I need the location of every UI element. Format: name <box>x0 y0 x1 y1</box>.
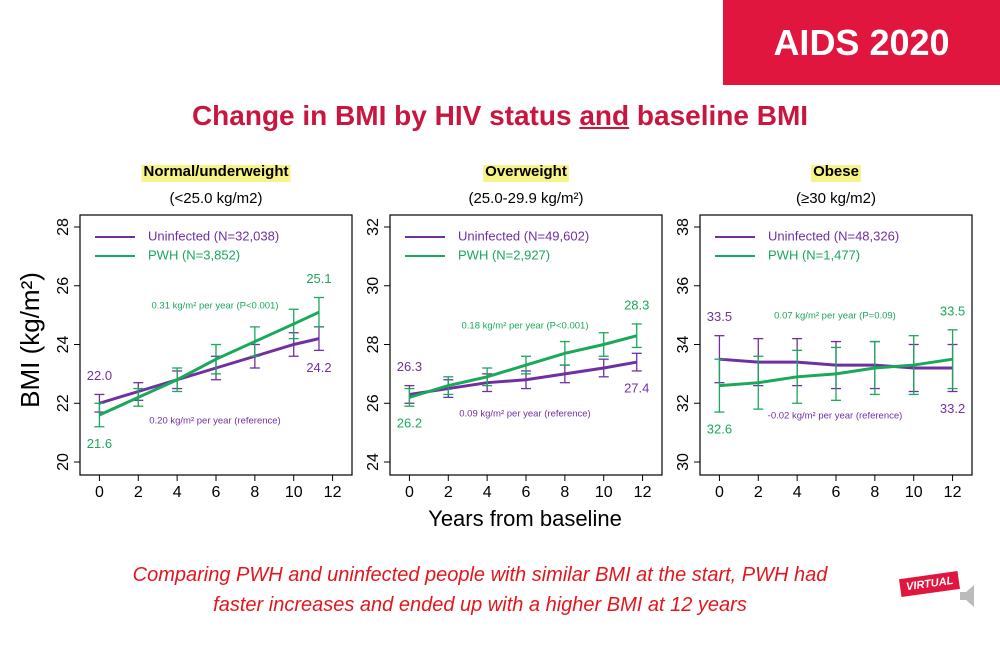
x-tick-label: 10 <box>285 484 303 501</box>
y-tick-label: 30 <box>675 453 692 471</box>
chart-title: Obese <box>813 163 859 180</box>
y-tick-label: 20 <box>55 453 72 471</box>
x-tick-label: 10 <box>595 484 613 501</box>
title-text: Change in BMI by HIV status <box>191 100 572 131</box>
y-tick-label: 34 <box>675 336 692 354</box>
slope-annotation: 0.07 kg/m² per year (P=0.09) <box>774 311 896 322</box>
series-line <box>408 334 638 399</box>
x-tick-label: 12 <box>944 484 962 501</box>
value-label: 21.6 <box>87 436 112 451</box>
x-tick-label: 8 <box>560 484 569 501</box>
slope-annotation: 0.31 kg/m² per year (P<0.001) <box>152 301 279 312</box>
footer-line: faster increases and ended up with a hig… <box>213 594 747 616</box>
value-label: 33.5 <box>707 309 732 324</box>
x-tick-label: 0 <box>405 484 414 501</box>
value-label: 27.4 <box>624 380 649 395</box>
value-label: 28.3 <box>624 297 649 312</box>
y-axis-label: BMI (kg/m²) <box>15 272 45 408</box>
value-label: 25.1 <box>306 271 331 286</box>
legend-label: PWH (N=3,852) <box>148 247 240 262</box>
title-highlight <box>141 164 291 182</box>
series-line <box>719 357 953 388</box>
legend-label: Uninfected (N=48,326) <box>768 228 899 243</box>
x-tick-label: 2 <box>754 484 763 501</box>
y-tick-label: 32 <box>365 218 382 236</box>
y-tick-label: 32 <box>675 394 692 412</box>
value-label: 22.0 <box>87 368 112 383</box>
y-tick-label: 24 <box>55 336 72 354</box>
y-tick-label: 38 <box>675 218 692 236</box>
title-emphasis: and <box>579 100 630 131</box>
chart-subtitle: (25.0-29.9 kg/m²) <box>468 190 583 207</box>
x-tick-label: 6 <box>212 484 221 501</box>
legend-label: PWH (N=1,477) <box>768 247 860 262</box>
speaker-icon <box>960 585 974 607</box>
slope-annotation: 0.20 kg/m² per year (reference) <box>149 416 280 427</box>
x-tick-label: 12 <box>634 484 652 501</box>
x-tick-label: 8 <box>250 484 259 501</box>
x-tick-label: 4 <box>173 484 182 501</box>
chart-subtitle: (<25.0 kg/m2) <box>170 190 263 207</box>
x-tick-label: 12 <box>324 484 342 501</box>
y-tick-label: 26 <box>55 277 72 295</box>
x-tick-label: 2 <box>134 484 143 501</box>
title-highlight <box>483 164 569 182</box>
slope-annotation: -0.02 kg/m² per year (reference) <box>768 411 903 422</box>
x-tick-label: 6 <box>522 484 531 501</box>
y-tick-label: 22 <box>55 394 72 412</box>
conference-badge: AIDS 2020 <box>723 0 1000 85</box>
y-tick-label: 30 <box>365 277 382 295</box>
x-tick-label: 10 <box>905 484 923 501</box>
chart-title: Normal/underweight <box>143 163 288 180</box>
value-label: 24.2 <box>306 360 331 375</box>
x-tick-label: 8 <box>870 484 879 501</box>
y-tick-label: 24 <box>365 453 382 471</box>
x-tick-label: 0 <box>715 484 724 501</box>
legend-label: Uninfected (N=32,038) <box>148 228 279 243</box>
value-label: 32.6 <box>707 422 732 437</box>
slope-annotation: 0.09 kg/m² per year (reference) <box>459 409 590 420</box>
x-tick-label: 2 <box>444 484 453 501</box>
y-tick-label: 36 <box>675 277 692 295</box>
chart-title: Overweight <box>485 163 567 180</box>
series-line <box>98 337 320 405</box>
value-label: 26.2 <box>397 416 422 431</box>
value-label: 33.2 <box>940 401 965 416</box>
x-tick-label: 4 <box>793 484 802 501</box>
x-tick-label: 6 <box>832 484 841 501</box>
footer-line: Comparing PWH and uninfected people with… <box>132 564 828 586</box>
y-tick-label: 26 <box>365 394 382 412</box>
y-tick-label: 28 <box>55 218 72 236</box>
series-line <box>98 310 320 417</box>
legend-label: Uninfected (N=49,602) <box>458 228 589 243</box>
footer-note: Comparing PWH and uninfected people with… <box>0 560 960 620</box>
value-label: 33.5 <box>940 303 965 318</box>
legend-label: PWH (N=2,927) <box>458 247 550 262</box>
title-text: baseline BMI <box>636 100 809 131</box>
chart-subtitle: (≥30 kg/m2) <box>796 190 876 207</box>
x-tick-label: 4 <box>483 484 492 501</box>
title-highlight <box>811 164 861 182</box>
x-tick-label: 0 <box>95 484 104 501</box>
slope-annotation: 0.18 kg/m² per year (P<0.001) <box>462 321 589 332</box>
y-tick-label: 28 <box>365 336 382 354</box>
slide-title: Change in BMI by HIV status and baseline… <box>0 100 1000 132</box>
value-label: 26.3 <box>397 359 422 374</box>
x-axis-label: Years from baseline <box>428 506 622 531</box>
